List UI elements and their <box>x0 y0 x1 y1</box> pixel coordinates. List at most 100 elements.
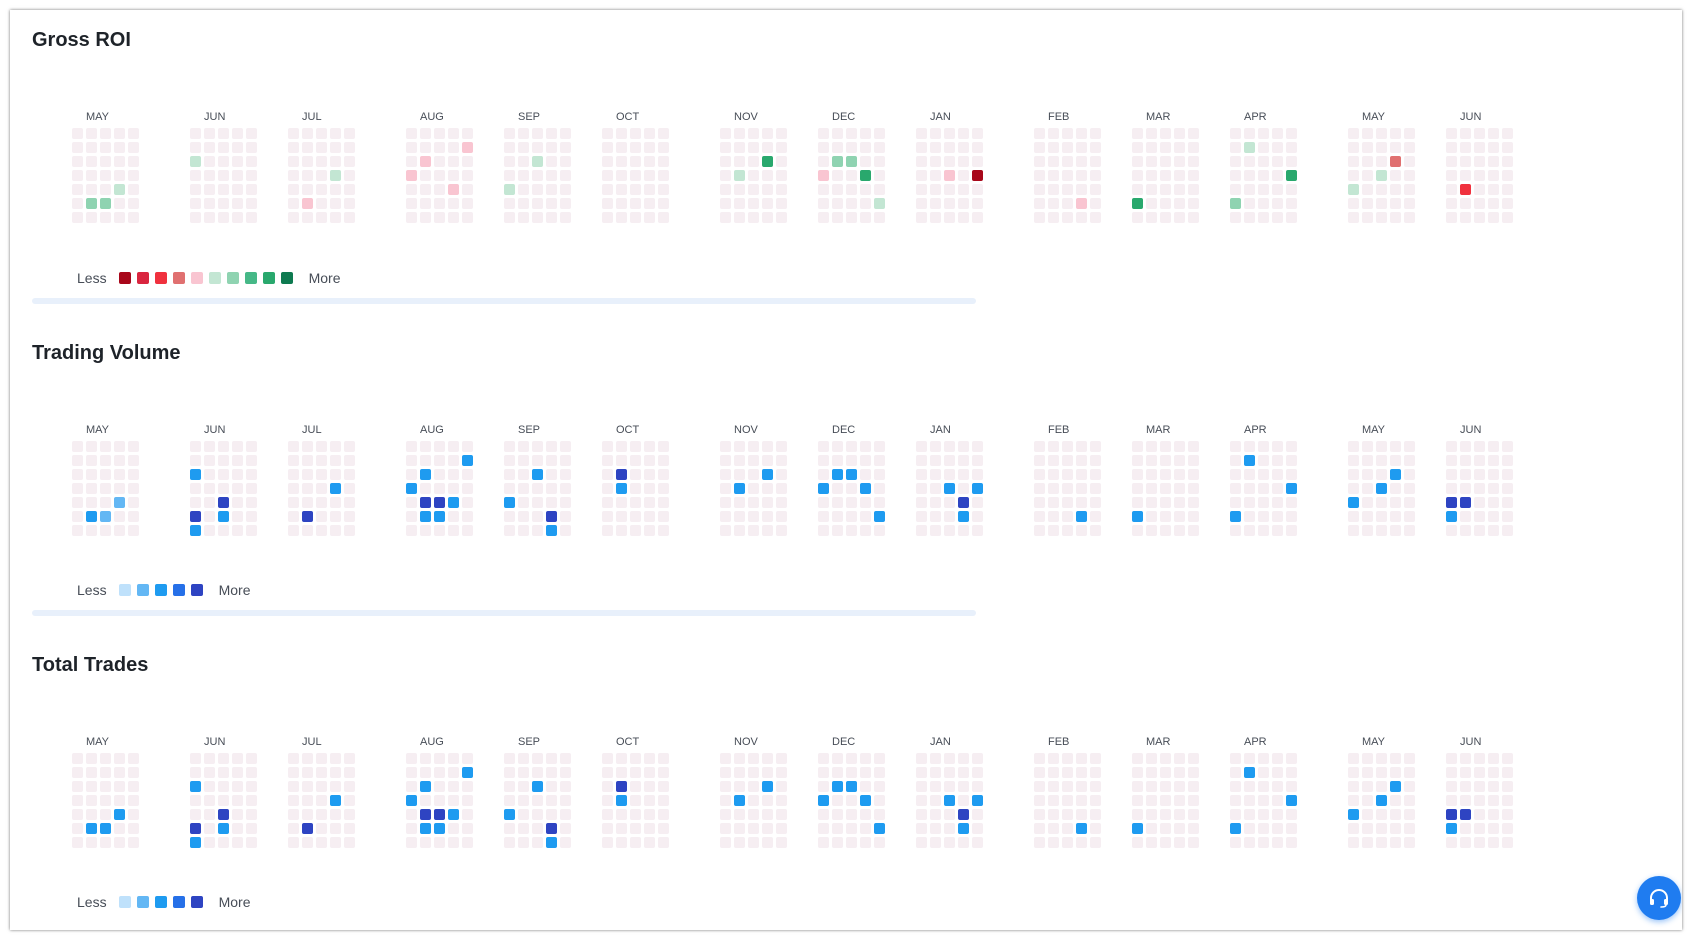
heatmap-cell-active[interactable] <box>434 809 445 820</box>
heatmap-cell[interactable] <box>602 142 613 153</box>
heatmap-cell[interactable] <box>1090 497 1101 508</box>
heatmap-cell[interactable] <box>406 455 417 466</box>
heatmap-cell[interactable] <box>1474 483 1485 494</box>
heatmap-cell[interactable] <box>958 753 969 764</box>
heatmap-cell[interactable] <box>1132 809 1143 820</box>
heatmap-cell[interactable] <box>1076 455 1087 466</box>
heatmap-cell-active[interactable] <box>1348 497 1359 508</box>
heatmap-cell[interactable] <box>330 809 341 820</box>
heatmap-cell[interactable] <box>630 455 641 466</box>
heatmap-cell[interactable] <box>434 156 445 167</box>
heatmap-cell[interactable] <box>1188 753 1199 764</box>
heatmap-cell[interactable] <box>644 469 655 480</box>
heatmap-cell[interactable] <box>630 469 641 480</box>
heatmap-cell[interactable] <box>1460 823 1471 834</box>
heatmap-cell[interactable] <box>944 184 955 195</box>
heatmap-cell[interactable] <box>504 455 515 466</box>
heatmap-cell[interactable] <box>1244 497 1255 508</box>
heatmap-cell[interactable] <box>1244 184 1255 195</box>
heatmap-cell[interactable] <box>288 525 299 536</box>
heatmap-cell-active[interactable] <box>616 469 627 480</box>
heatmap-cell[interactable] <box>776 837 787 848</box>
heatmap-cell[interactable] <box>1502 156 1513 167</box>
heatmap-cell-active[interactable] <box>190 837 201 848</box>
heatmap-cell-active[interactable] <box>1132 823 1143 834</box>
heatmap-cell[interactable] <box>1258 170 1269 181</box>
heatmap-cell[interactable] <box>344 184 355 195</box>
heatmap-cell[interactable] <box>1160 128 1171 139</box>
heatmap-cell[interactable] <box>114 156 125 167</box>
heatmap-cell[interactable] <box>128 767 139 778</box>
heatmap-cell[interactable] <box>1376 212 1387 223</box>
heatmap-cell-active[interactable] <box>504 497 515 508</box>
heatmap-cell[interactable] <box>434 469 445 480</box>
heatmap-cell[interactable] <box>1390 795 1401 806</box>
heatmap-cell[interactable] <box>930 511 941 522</box>
heatmap-cell[interactable] <box>1230 455 1241 466</box>
heatmap-cell[interactable] <box>532 455 543 466</box>
heatmap-cell[interactable] <box>72 469 83 480</box>
heatmap-cell[interactable] <box>1090 823 1101 834</box>
heatmap-cell[interactable] <box>1474 156 1485 167</box>
heatmap-cell[interactable] <box>1446 753 1457 764</box>
heatmap-cell[interactable] <box>1062 156 1073 167</box>
heatmap-cell[interactable] <box>930 142 941 153</box>
heatmap-cell[interactable] <box>846 212 857 223</box>
heatmap-cell[interactable] <box>1376 525 1387 536</box>
heatmap-cell[interactable] <box>86 483 97 494</box>
heatmap-cell[interactable] <box>776 483 787 494</box>
heatmap-cell[interactable] <box>504 156 515 167</box>
heatmap-cell[interactable] <box>434 767 445 778</box>
heatmap-cell[interactable] <box>330 511 341 522</box>
heatmap-cell[interactable] <box>1404 483 1415 494</box>
heatmap-cell[interactable] <box>748 142 759 153</box>
heatmap-cell[interactable] <box>1286 212 1297 223</box>
heatmap-cell[interactable] <box>1502 837 1513 848</box>
heatmap-cell[interactable] <box>462 753 473 764</box>
heatmap-cell[interactable] <box>874 128 885 139</box>
heatmap-cell-active[interactable] <box>1460 184 1471 195</box>
heatmap-cell[interactable] <box>1188 837 1199 848</box>
heatmap-cell-active[interactable] <box>190 469 201 480</box>
heatmap-cell[interactable] <box>874 497 885 508</box>
heatmap-cell[interactable] <box>762 497 773 508</box>
heatmap-cell[interactable] <box>190 170 201 181</box>
heatmap-cell-active[interactable] <box>532 781 543 792</box>
heatmap-cell[interactable] <box>762 837 773 848</box>
heatmap-cell[interactable] <box>232 767 243 778</box>
heatmap-cell[interactable] <box>1230 525 1241 536</box>
heatmap-cell[interactable] <box>1362 795 1373 806</box>
heatmap-cell[interactable] <box>316 212 327 223</box>
heatmap-cell-active[interactable] <box>616 483 627 494</box>
heatmap-cell[interactable] <box>344 837 355 848</box>
heatmap-cell[interactable] <box>114 823 125 834</box>
heatmap-cell[interactable] <box>1146 837 1157 848</box>
heatmap-cell[interactable] <box>462 469 473 480</box>
heatmap-cell[interactable] <box>1062 525 1073 536</box>
heatmap-cell[interactable] <box>1244 795 1255 806</box>
heatmap-cell[interactable] <box>748 455 759 466</box>
heatmap-cell[interactable] <box>944 837 955 848</box>
heatmap-cell[interactable] <box>630 170 641 181</box>
heatmap-cell[interactable] <box>246 781 257 792</box>
heatmap-cell[interactable] <box>1286 128 1297 139</box>
heatmap-cell[interactable] <box>100 809 111 820</box>
heatmap-cell[interactable] <box>86 184 97 195</box>
heatmap-cell[interactable] <box>762 511 773 522</box>
heatmap-cell[interactable] <box>1230 809 1241 820</box>
heatmap-cell[interactable] <box>1062 170 1073 181</box>
heatmap-cell[interactable] <box>420 170 431 181</box>
heatmap-cell[interactable] <box>644 781 655 792</box>
heatmap-cell[interactable] <box>1132 483 1143 494</box>
heatmap-cell[interactable] <box>232 184 243 195</box>
heatmap-cell[interactable] <box>434 441 445 452</box>
heatmap-cell[interactable] <box>1034 837 1045 848</box>
heatmap-cell[interactable] <box>818 781 829 792</box>
heatmap-cell[interactable] <box>1174 455 1185 466</box>
heatmap-cell[interactable] <box>1488 469 1499 480</box>
heatmap-cell[interactable] <box>630 809 641 820</box>
heatmap-cell[interactable] <box>832 753 843 764</box>
heatmap-cell[interactable] <box>448 128 459 139</box>
heatmap-cell[interactable] <box>916 767 927 778</box>
heatmap-cell[interactable] <box>734 767 745 778</box>
